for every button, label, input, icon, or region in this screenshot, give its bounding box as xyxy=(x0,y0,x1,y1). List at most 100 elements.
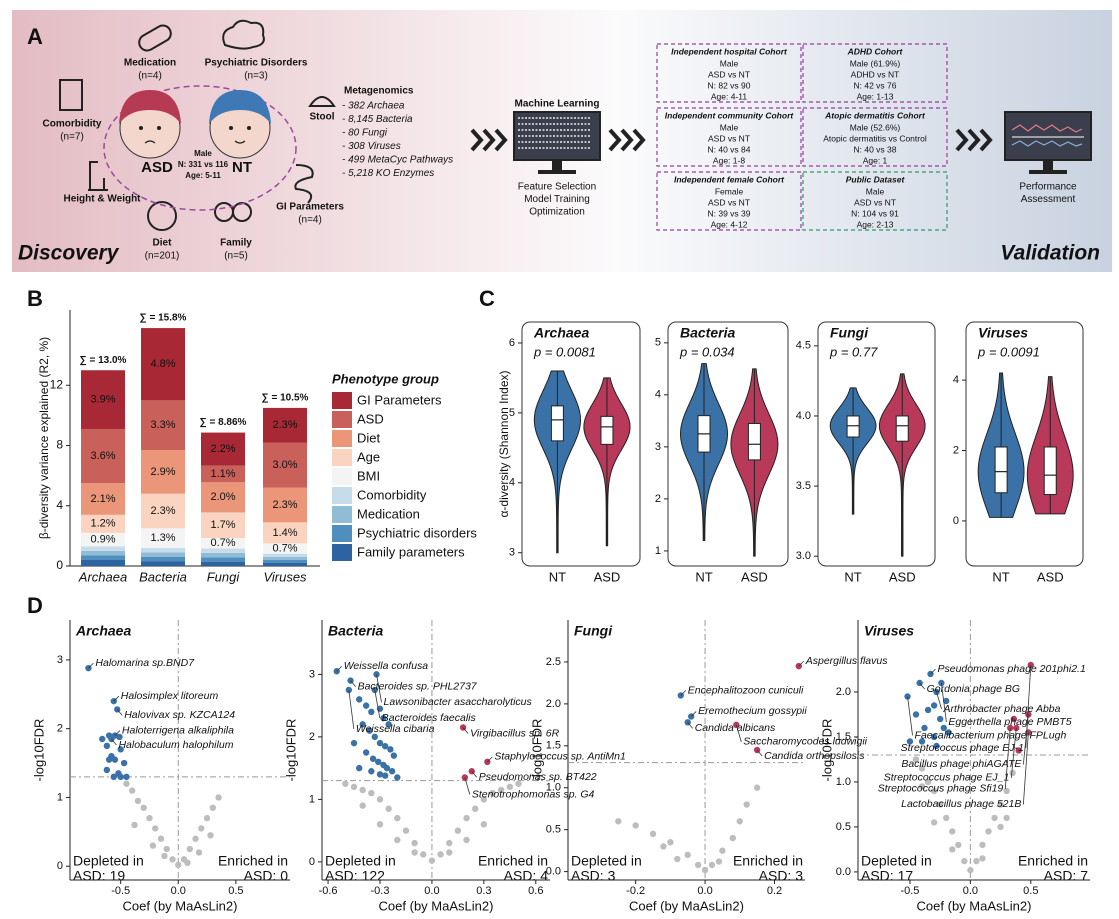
point xyxy=(924,706,932,714)
bar-segment xyxy=(201,548,245,553)
legend-swatch xyxy=(332,525,352,542)
y-tick-label: 4 xyxy=(953,374,959,386)
y-axis-label: -log10FDR xyxy=(31,719,46,782)
point xyxy=(463,814,470,822)
point xyxy=(140,804,147,811)
y-axis-label: -log10FDR xyxy=(283,719,298,782)
point xyxy=(359,786,366,794)
point xyxy=(930,733,938,741)
cohort-box xyxy=(802,43,948,103)
point xyxy=(345,686,353,694)
point xyxy=(394,814,401,822)
point xyxy=(1015,747,1022,754)
bar-segment xyxy=(141,400,185,451)
bar-segment xyxy=(81,428,125,484)
point xyxy=(359,721,366,728)
segment-label: 2.9% xyxy=(150,466,175,478)
bar-segment xyxy=(141,450,185,494)
label-leader xyxy=(1022,732,1029,805)
segment-label: 1.4% xyxy=(272,527,297,539)
point xyxy=(149,842,157,849)
label-leader xyxy=(348,689,355,730)
metagenomics-item: - 308 Viruses xyxy=(342,141,401,152)
point xyxy=(515,780,522,787)
ml-step: Feature Selection xyxy=(518,182,596,193)
cohort-line: ASD vs NT xyxy=(708,133,750,143)
panel-frame xyxy=(817,321,936,567)
label-leader xyxy=(798,660,805,667)
point xyxy=(506,783,514,791)
cohort-line: N: 104 vs 91 xyxy=(851,208,899,218)
y-tick-label: 3 xyxy=(57,654,63,666)
point-label: Gordonia phage BG xyxy=(927,683,1020,695)
point xyxy=(123,773,130,781)
label-leader xyxy=(735,724,742,742)
bar-segment xyxy=(81,370,125,429)
enriched-label: ASD: 7 xyxy=(1044,868,1089,884)
enriched-label: Enriched in xyxy=(1018,853,1088,869)
label-leader xyxy=(88,662,94,669)
nt-label: NT xyxy=(232,159,252,176)
point-label: Streptococcus phage EJ_1 xyxy=(884,772,1010,784)
y-axis-label: -log10FDR xyxy=(819,719,834,782)
cohort-box xyxy=(656,43,802,103)
cohort-info: Male xyxy=(194,149,212,158)
point xyxy=(186,845,193,853)
y-tick-label: 2 xyxy=(953,444,959,456)
point xyxy=(701,866,709,874)
cohort-line: ASD vs NT xyxy=(708,69,750,79)
point xyxy=(366,727,373,734)
point xyxy=(936,715,944,723)
bar-segment xyxy=(263,543,307,554)
cohort-line: Male xyxy=(720,58,739,68)
box xyxy=(1043,446,1057,496)
legend-swatch xyxy=(332,430,352,447)
x-tick-label: NT xyxy=(549,569,566,584)
depleted-label: ASD: 122 xyxy=(325,868,385,884)
point-label: Candida orthopsilosis xyxy=(764,750,865,762)
x-tick-label: 0.2 xyxy=(767,885,782,897)
cohort-line: ASD vs NT xyxy=(854,197,896,207)
point xyxy=(371,733,379,741)
label-leader xyxy=(374,689,381,719)
metagenomics-item: - 382 Archaea xyxy=(342,101,405,112)
phenotype-n: (n=4) xyxy=(298,215,322,226)
phenotype-name: Comorbidity xyxy=(43,119,102,130)
label-leader xyxy=(376,674,382,703)
y-tick-label: 4 xyxy=(509,477,515,489)
point xyxy=(128,787,136,794)
point xyxy=(105,732,113,739)
point xyxy=(146,814,153,822)
segment-label: 3.0% xyxy=(272,459,297,471)
point xyxy=(350,739,358,747)
label-leader xyxy=(487,756,493,763)
bar-segment xyxy=(263,487,307,523)
y-tick-label: 4.0 xyxy=(796,410,811,422)
box xyxy=(550,405,564,442)
cohort-line: Female xyxy=(715,186,744,196)
segment-label: 3.9% xyxy=(90,394,115,406)
point xyxy=(1010,715,1018,723)
point xyxy=(390,752,398,759)
point xyxy=(184,859,191,867)
panel-frame xyxy=(667,321,789,567)
phenotype-name: Diet xyxy=(153,238,173,249)
y-tick-label: 2 xyxy=(57,723,63,735)
label-leader xyxy=(690,711,697,717)
point xyxy=(356,696,363,703)
cohort-title: Independent hospital Cohort xyxy=(671,46,788,56)
point xyxy=(161,852,168,860)
point xyxy=(342,780,349,787)
eye xyxy=(157,126,161,130)
point xyxy=(918,783,926,790)
x-tick-label: ASD xyxy=(889,569,916,584)
point xyxy=(936,801,944,808)
chart-title: Fungi xyxy=(830,325,869,341)
y-tick-label: 0 xyxy=(56,558,63,572)
point xyxy=(368,768,375,775)
clipboard-icon xyxy=(59,79,83,111)
chevron xyxy=(608,128,622,152)
legend-label: Comorbidity xyxy=(357,487,427,502)
y-tick-label: 3.5 xyxy=(796,480,811,492)
segment-label: 2.3% xyxy=(272,499,297,511)
